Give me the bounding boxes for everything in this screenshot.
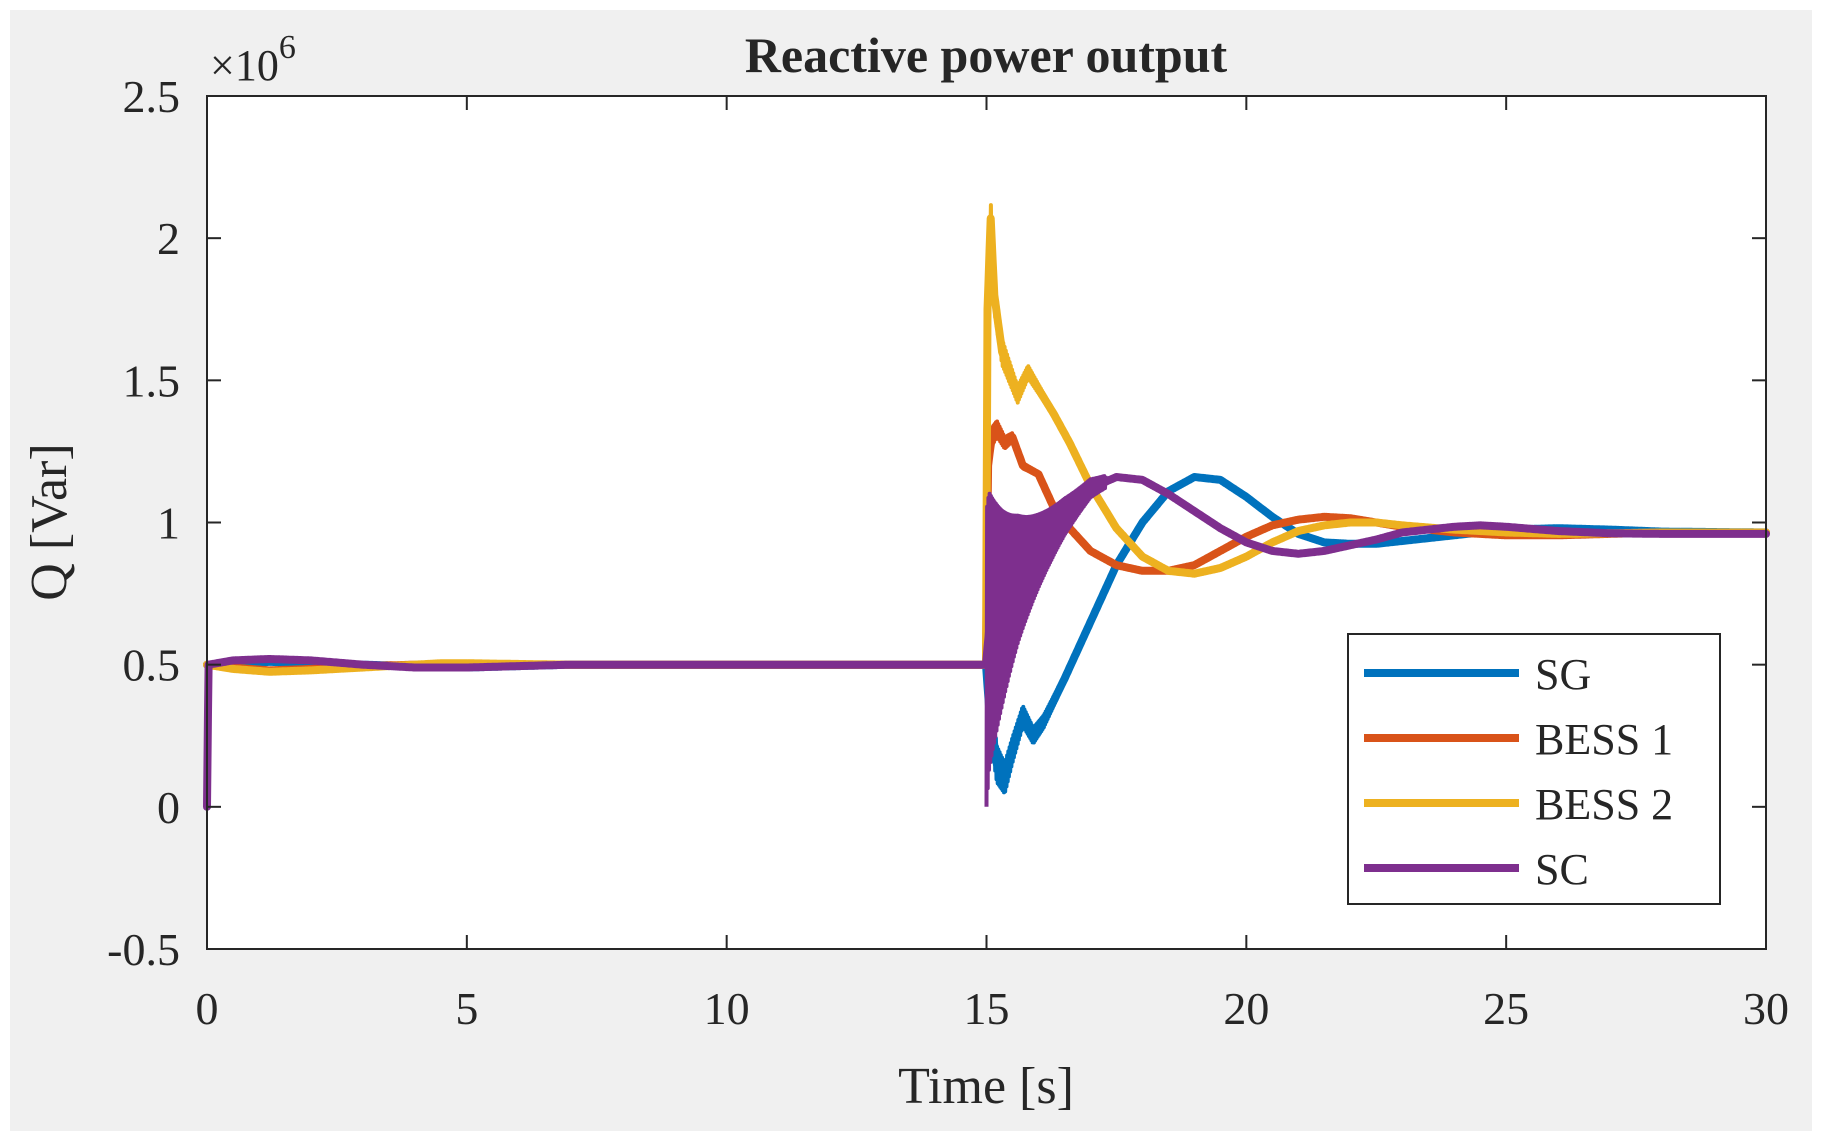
x-tick-label: 0 bbox=[196, 983, 219, 1034]
series-oscillation-bess-2 bbox=[984, 203, 1082, 567]
legend-label-sg: SG bbox=[1535, 650, 1591, 699]
x-tick-label: 5 bbox=[455, 983, 478, 1034]
legend: SG BESS 1 BESS 2 SC bbox=[1347, 633, 1721, 905]
y-axis-label: Q [Var] bbox=[21, 443, 78, 600]
series-oscillation-sc bbox=[984, 474, 1108, 807]
y-axis-ticks: -0.5 0 0.5 1 1.5 2 2.5 bbox=[107, 71, 1766, 975]
y-tick-label: 2.5 bbox=[123, 71, 181, 122]
x-tick-label: 25 bbox=[1483, 983, 1529, 1034]
x-tick-label: 30 bbox=[1743, 983, 1789, 1034]
x-tick-label: 10 bbox=[704, 983, 750, 1034]
y-tick-label: 2 bbox=[157, 213, 180, 264]
x-tick-label: 15 bbox=[964, 983, 1010, 1034]
exponent-power: 6 bbox=[279, 29, 296, 66]
chart-title: Reactive power output bbox=[745, 27, 1228, 83]
x-axis-ticks: 0 5 10 15 20 25 30 bbox=[196, 96, 1789, 1034]
x-axis-label: Time [s] bbox=[898, 1058, 1074, 1115]
exponent-base: ×10 bbox=[210, 41, 279, 90]
legend-label-bess-2: BESS 2 bbox=[1535, 780, 1673, 829]
y-tick-label: -0.5 bbox=[107, 924, 180, 975]
legend-label-bess-1: BESS 1 bbox=[1535, 715, 1673, 764]
y-tick-label: 1 bbox=[157, 498, 180, 549]
y-axis-exponent: ×106 bbox=[210, 29, 296, 90]
y-tick-label: 0 bbox=[157, 782, 180, 833]
y-tick-label: 0.5 bbox=[123, 640, 181, 691]
series-oscillation-sg bbox=[984, 655, 1061, 795]
x-tick-label: 20 bbox=[1223, 983, 1269, 1034]
y-tick-label: 1.5 bbox=[123, 355, 181, 406]
series-oscillation-bess-1 bbox=[984, 419, 1041, 627]
series-layer bbox=[203, 203, 1770, 811]
legend-label-sc: SC bbox=[1535, 845, 1589, 894]
legend-box bbox=[1347, 633, 1721, 905]
